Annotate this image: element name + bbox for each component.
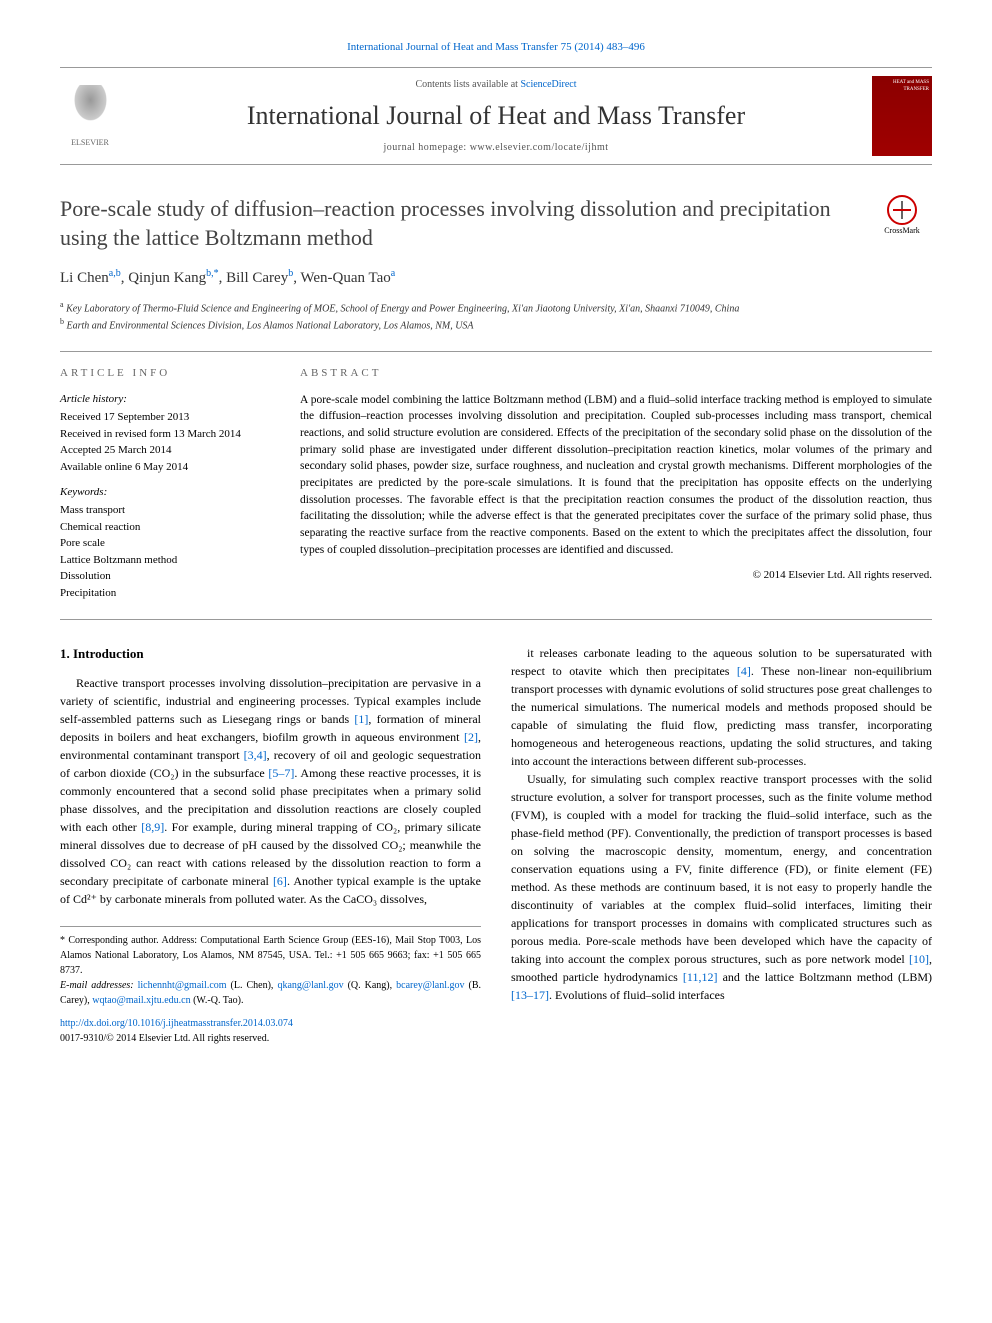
title-row: Pore-scale study of diffusion–reaction p… [60,195,932,252]
abstract-text: A pore-scale model combining the lattice… [300,392,932,559]
keywords-heading: Keywords: [60,485,270,500]
doi-link[interactable]: http://dx.doi.org/10.1016/j.ijheatmasstr… [60,1018,293,1029]
journal-title: International Journal of Heat and Mass T… [120,98,872,134]
crossmark-label: CrossMark [884,225,920,236]
publisher-name: ELSEVIER [71,137,109,148]
footnotes: * Corresponding author. Address: Computa… [60,926,481,1008]
keywords-text: Mass transportChemical reactionPore scal… [60,502,270,601]
divider [60,351,932,352]
crossmark-badge[interactable]: CrossMark [872,195,932,236]
info-abstract-row: article info Article history: Received 1… [60,366,932,601]
body-columns: 1. Introduction Reactive transport proce… [60,644,932,1046]
cover-text: HEAT and MASS TRANSFER [872,76,932,96]
history-text: Received 17 September 2013Received in re… [60,409,270,475]
contents-line: Contents lists available at ScienceDirec… [120,78,872,92]
email-label: E-mail addresses: [60,980,138,991]
abstract-column: abstract A pore-scale model combining th… [300,366,932,601]
authors-line: Li Chena,b, Qinjun Kangb,*, Bill Careyb,… [60,267,932,289]
article-info-column: article info Article history: Received 1… [60,366,270,601]
header-center: Contents lists available at ScienceDirec… [120,78,872,154]
homepage-prefix: journal homepage: [383,142,469,153]
email-addresses: E-mail addresses: lichennht@gmail.com (L… [60,978,481,1008]
body-column-left: 1. Introduction Reactive transport proce… [60,644,481,1046]
section-heading: 1. Introduction [60,644,481,664]
homepage-line: journal homepage: www.elsevier.com/locat… [120,141,872,155]
homepage-url[interactable]: www.elsevier.com/locate/ijhmt [470,142,609,153]
doi-block: http://dx.doi.org/10.1016/j.ijheatmasstr… [60,1016,481,1046]
journal-header: ELSEVIER Contents lists available at Sci… [60,67,932,165]
body-paragraph: Usually, for simulating such complex rea… [511,770,932,1004]
contents-prefix: Contents lists available at [415,79,520,90]
body-paragraph: Reactive transport processes involving d… [60,674,481,908]
sciencedirect-link[interactable]: ScienceDirect [520,79,576,90]
corresponding-author-note: * Corresponding author. Address: Computa… [60,933,481,978]
elsevier-logo: ELSEVIER [60,81,120,151]
crossmark-icon [887,195,917,225]
top-citation: International Journal of Heat and Mass T… [60,40,932,55]
abstract-label: abstract [300,366,932,381]
history-heading: Article history: [60,392,270,407]
article-title: Pore-scale study of diffusion–reaction p… [60,195,872,252]
affiliations: a Key Laboratory of Thermo-Fluid Science… [60,299,932,334]
body-paragraph: it releases carbonate leading to the aqu… [511,644,932,770]
issn-copyright: 0017-9310/© 2014 Elsevier Ltd. All right… [60,1033,269,1044]
abstract-copyright: © 2014 Elsevier Ltd. All rights reserved… [300,568,932,583]
elsevier-tree-icon [63,85,118,135]
journal-cover-thumbnail: HEAT and MASS TRANSFER [872,76,932,156]
body-column-right: it releases carbonate leading to the aqu… [511,644,932,1046]
divider [60,619,932,620]
article-info-label: article info [60,366,270,381]
